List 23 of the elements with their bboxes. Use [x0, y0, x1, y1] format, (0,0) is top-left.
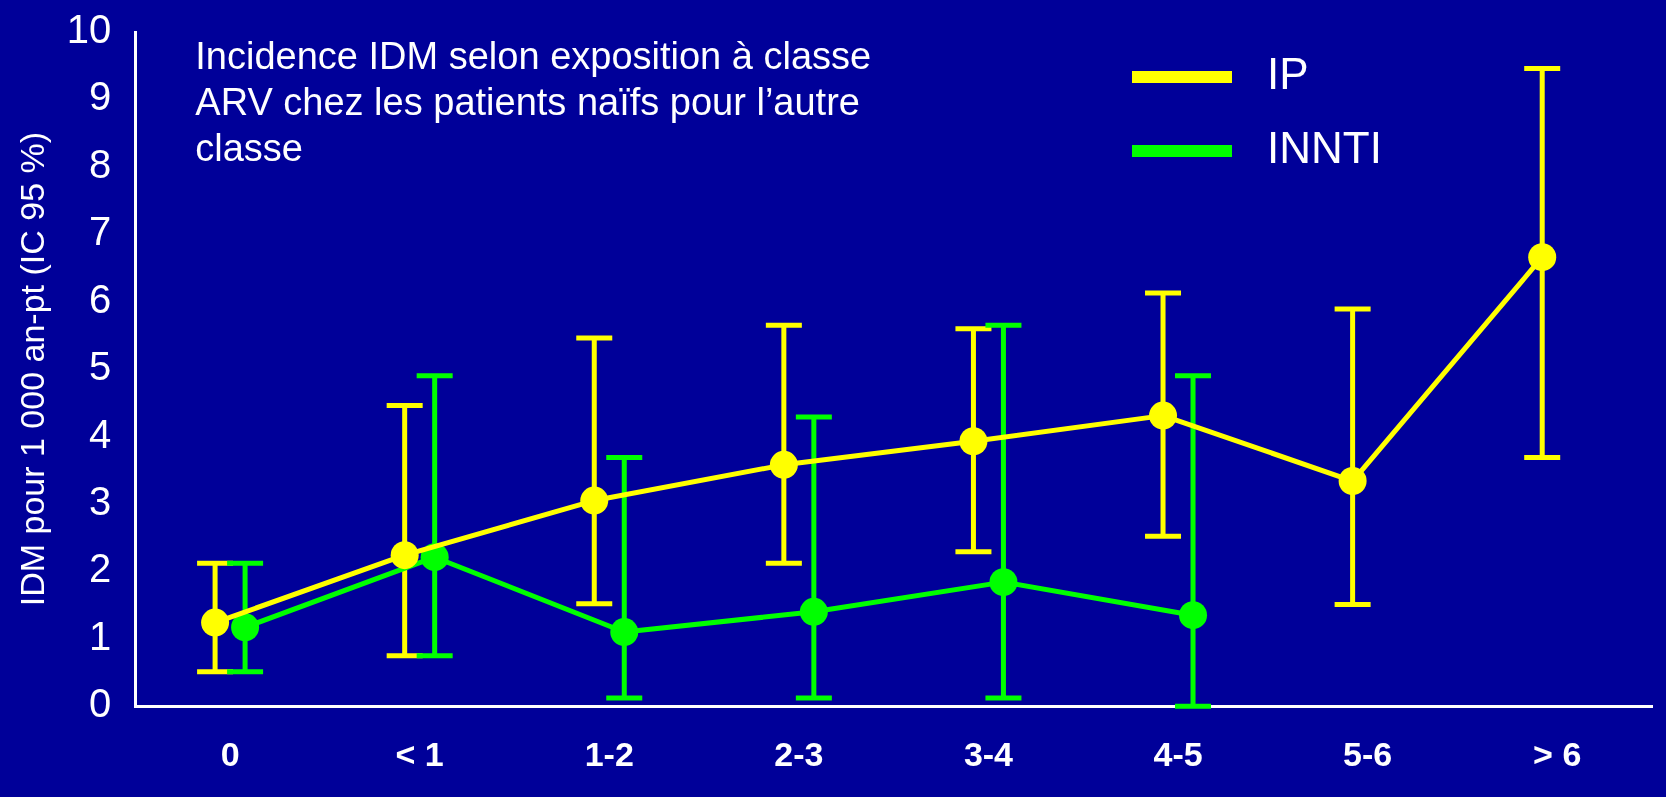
- x-tick-label: 5-6: [1343, 734, 1393, 773]
- y-tick-label: 3: [89, 478, 112, 523]
- x-tick-label: 1-2: [584, 734, 634, 773]
- x-tick-label: > 6: [1533, 734, 1582, 773]
- y-tick-label: 6: [89, 276, 112, 321]
- y-tick-label: 8: [89, 141, 112, 186]
- y-tick-label: 7: [89, 209, 112, 254]
- y-tick-label: 5: [89, 344, 112, 389]
- y-tick-label: 9: [89, 74, 112, 119]
- x-tick-label: < 1: [395, 734, 444, 773]
- y-tick-label: 10: [66, 7, 112, 52]
- y-tick-label: 4: [89, 411, 112, 456]
- x-tick-label: 0: [220, 734, 240, 773]
- y-axis-title: IDM pour 1 000 an-pt (IC 95 %): [12, 131, 51, 607]
- y-tick-label: 0: [89, 681, 112, 726]
- x-tick-label: 4-5: [1153, 734, 1203, 773]
- y-tick-label: 1: [89, 613, 112, 658]
- legend-label: INNTI: [1267, 123, 1382, 173]
- x-tick-label: 3-4: [963, 734, 1014, 773]
- text: Incidence IDM selon exposition à classe ARV chez les patients naïfs pour l’autre classe: [195, 35, 872, 170]
- legend-label: IP: [1267, 49, 1309, 99]
- y-tick-label: 2: [89, 546, 112, 591]
- x-tick-label: 2-3: [774, 734, 824, 773]
